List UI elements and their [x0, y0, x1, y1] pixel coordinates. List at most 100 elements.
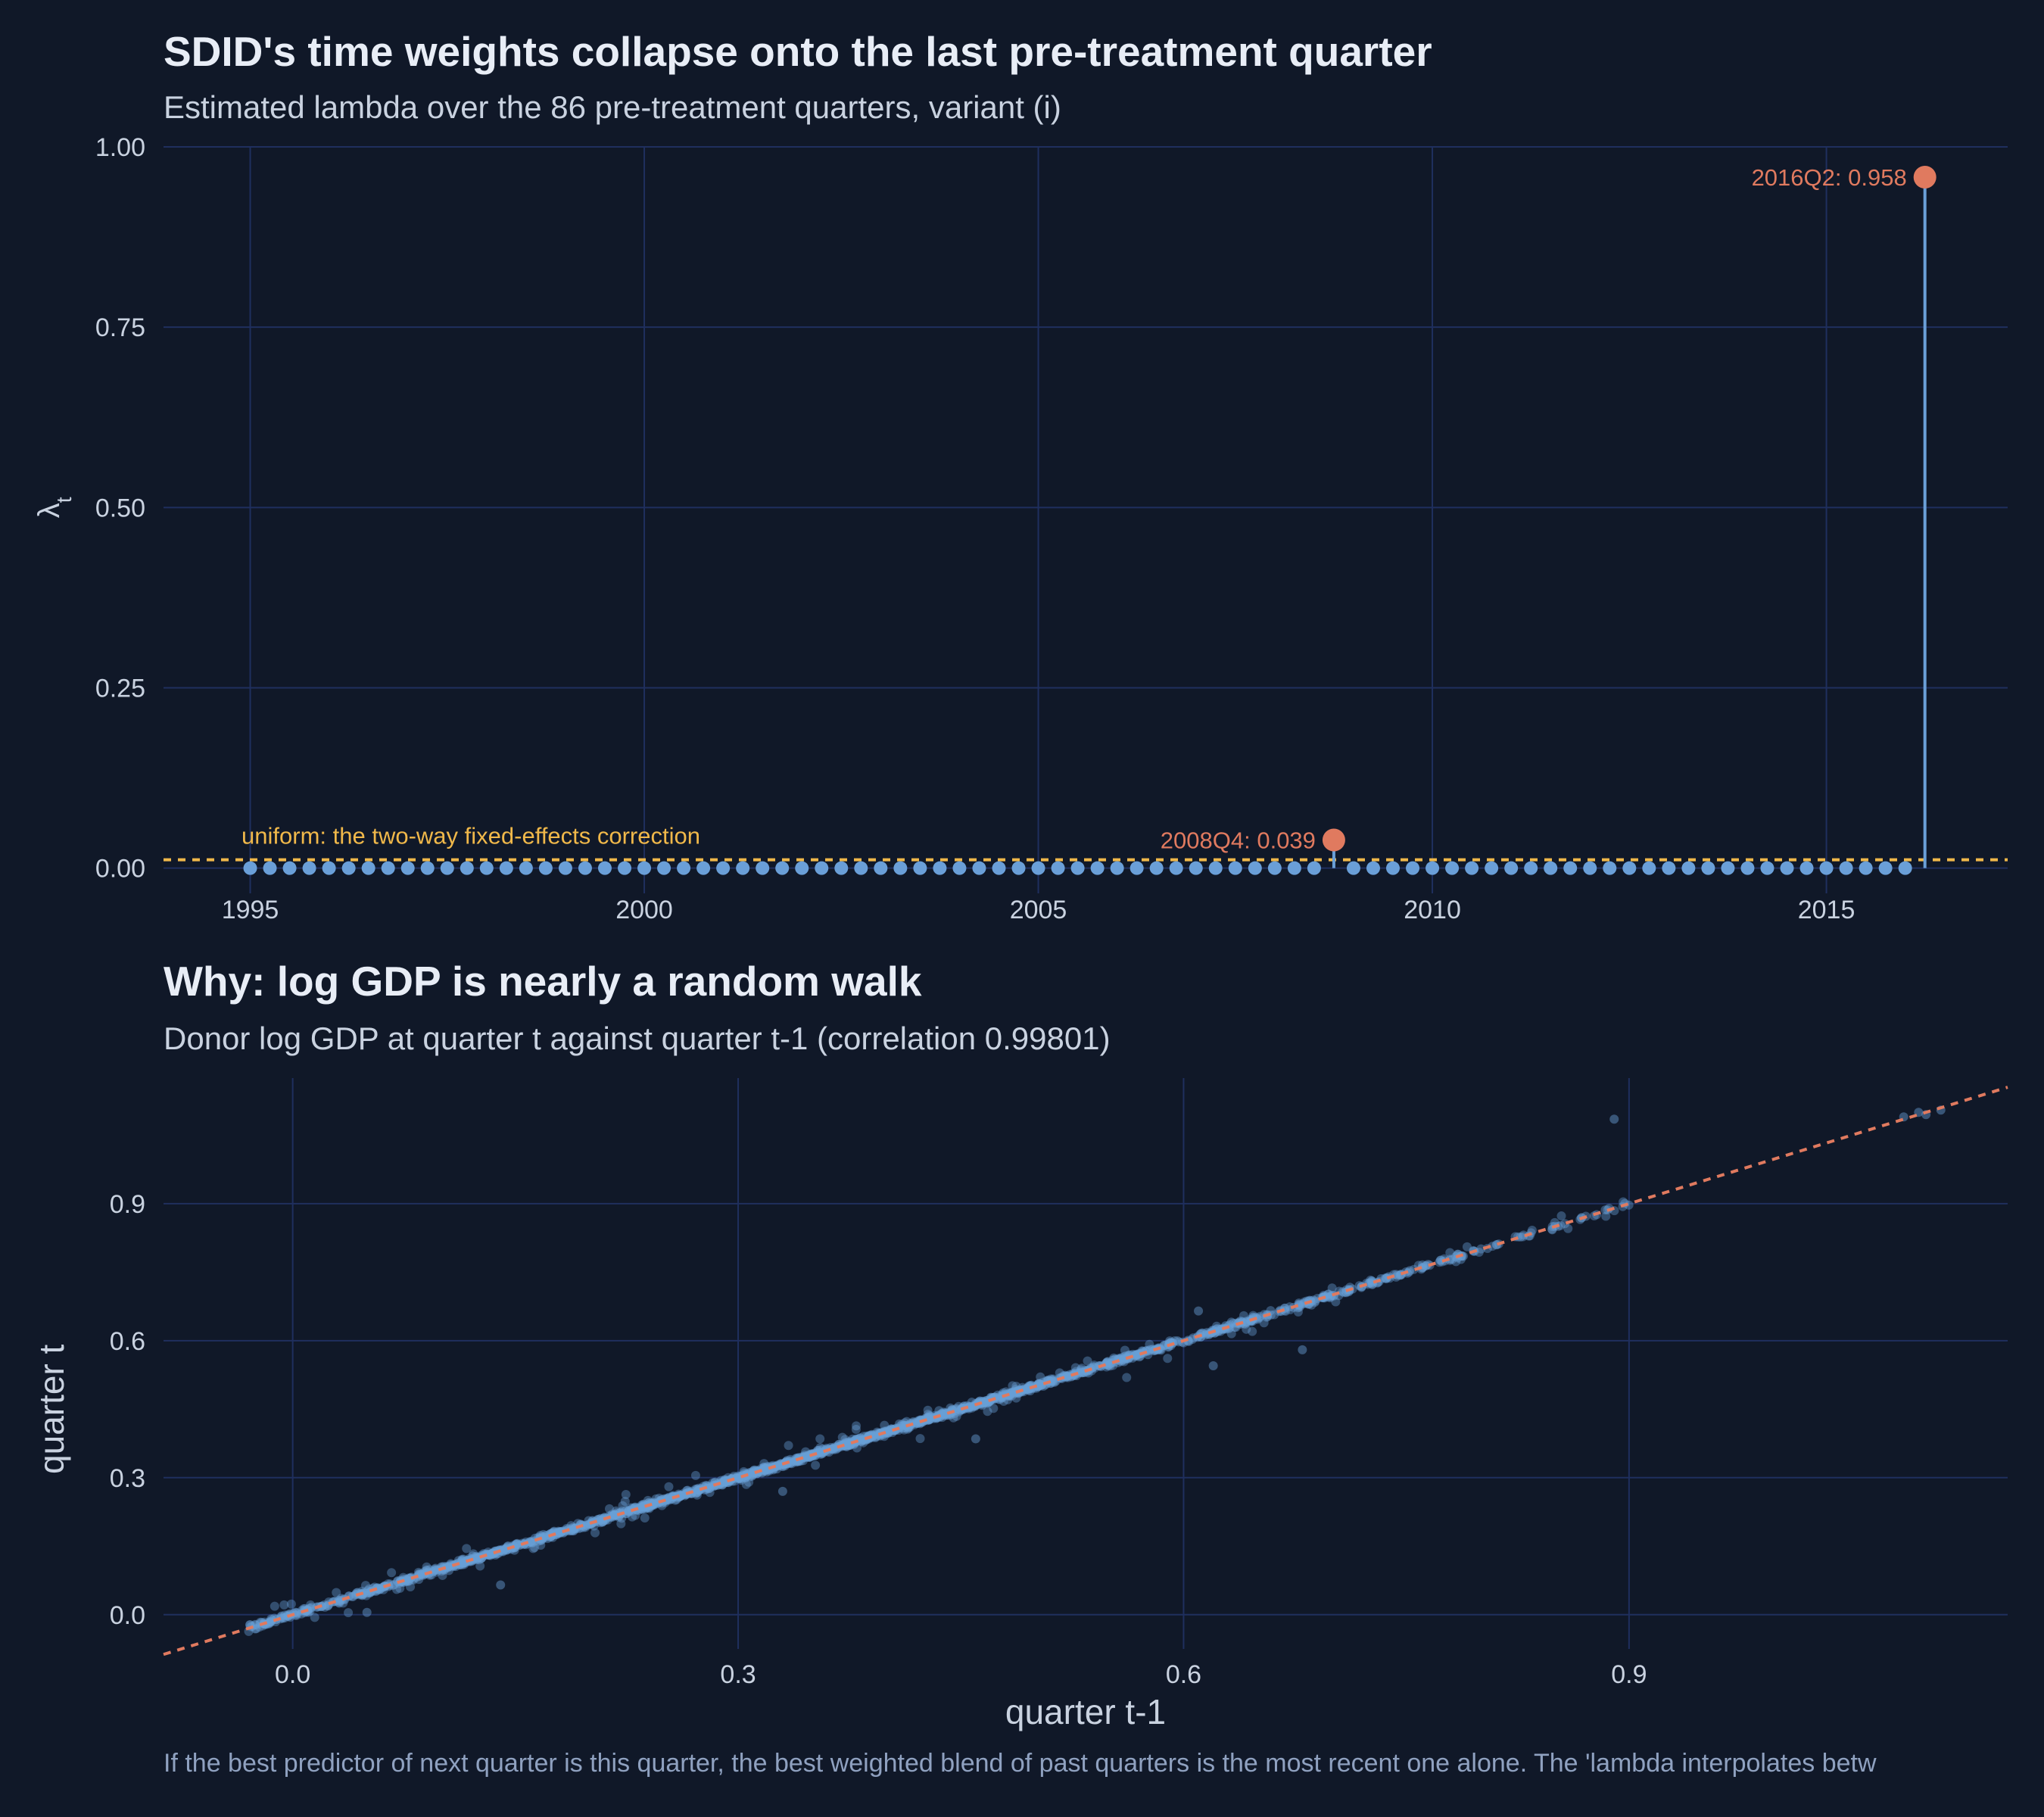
scatter-point	[1240, 1320, 1250, 1329]
scatter-point	[964, 1403, 974, 1413]
chart1-title: SDID's time weights collapse onto the la…	[164, 28, 1432, 75]
lambda-point	[1346, 861, 1360, 875]
x-tick-label: 0.9	[1611, 1660, 1647, 1689]
scatter-point	[502, 1543, 512, 1553]
scatter-point	[404, 1576, 413, 1586]
scatter-point	[733, 1471, 743, 1481]
scatter-point	[1366, 1275, 1376, 1285]
scatter-point	[610, 1510, 620, 1519]
scatter-point	[541, 1532, 550, 1542]
scatter-point	[704, 1483, 714, 1493]
scatter-point	[787, 1459, 796, 1469]
scatter-point	[1011, 1393, 1021, 1403]
scatter-point	[1404, 1267, 1414, 1277]
scatter-point	[829, 1444, 839, 1454]
scatter-point	[1103, 1360, 1113, 1370]
scatter-point	[472, 1553, 482, 1563]
scatter-point	[628, 1512, 637, 1522]
scatter-point	[1254, 1313, 1264, 1323]
lambda-point	[736, 861, 750, 875]
scatter-point	[458, 1557, 468, 1566]
scatter-point	[422, 1562, 432, 1572]
scatter-point	[455, 1560, 465, 1569]
scatter-point	[1065, 1370, 1075, 1379]
scatter-point	[1145, 1345, 1155, 1354]
scatter-point	[1212, 1321, 1222, 1331]
scatter-point	[609, 1510, 618, 1520]
scatter-point	[664, 1492, 674, 1502]
scatter-point	[915, 1417, 924, 1426]
scatter-point	[417, 1569, 427, 1579]
lambda-point	[1287, 861, 1301, 875]
scatter-point	[704, 1484, 714, 1494]
scatter-point	[1365, 1278, 1375, 1288]
scatter-point	[568, 1523, 578, 1533]
scatter-point	[840, 1441, 849, 1451]
scatter-point	[542, 1530, 552, 1540]
scatter-point	[942, 1409, 952, 1419]
scatter-point	[310, 1613, 319, 1622]
scatter-point	[639, 1501, 649, 1510]
scatter-point	[852, 1443, 862, 1453]
scatter-point	[759, 1462, 769, 1472]
scatter-point	[488, 1548, 497, 1558]
scatter-point	[719, 1477, 729, 1487]
scatter-point	[941, 1408, 951, 1418]
scatter-point	[799, 1453, 809, 1463]
scatter-point	[1173, 1335, 1182, 1345]
scatter-point	[444, 1566, 454, 1575]
uniform-reference-label: uniform: the two-way fixed-effects corre…	[241, 823, 700, 849]
scatter-point	[692, 1490, 702, 1500]
scatter-point	[640, 1501, 650, 1511]
scatter-point	[1117, 1355, 1127, 1365]
scatter-point	[843, 1439, 852, 1449]
lambda-point	[1642, 861, 1656, 875]
scatter-point	[1310, 1298, 1320, 1307]
lambda-point	[361, 861, 375, 875]
scatter-point	[1061, 1373, 1070, 1382]
y-tick-label: 1.00	[95, 136, 145, 162]
scatter-point	[759, 1466, 769, 1476]
scatter-point	[1076, 1367, 1086, 1376]
scatter-point	[579, 1521, 589, 1531]
lambda-point	[1070, 861, 1085, 875]
scatter-point	[923, 1410, 933, 1420]
scatter-point	[705, 1488, 715, 1498]
scatter-point	[665, 1495, 675, 1505]
scatter-point	[762, 1467, 771, 1477]
scatter-point	[569, 1526, 578, 1536]
scatter-point	[1063, 1372, 1073, 1382]
scatter-point	[391, 1585, 401, 1594]
lambda-point	[479, 861, 494, 875]
lambda-point	[795, 861, 809, 875]
scatter-point	[617, 1513, 627, 1523]
lambda-point	[1544, 861, 1558, 875]
scatter-point	[387, 1568, 397, 1578]
scatter-point	[980, 1398, 989, 1407]
scatter-point	[636, 1504, 646, 1514]
scatter-point	[1450, 1251, 1460, 1261]
lambda-point	[1819, 861, 1834, 875]
scatter-point	[941, 1407, 951, 1417]
scatter-point	[556, 1527, 566, 1537]
scatter-point	[759, 1459, 769, 1469]
scatter-point	[1363, 1279, 1373, 1289]
scatter-point	[1409, 1264, 1419, 1274]
scatter-point	[596, 1513, 606, 1523]
scatter-point	[1600, 1205, 1610, 1215]
scatter-point	[1083, 1356, 1092, 1366]
scatter-point	[995, 1393, 1005, 1403]
scatter-point	[1102, 1360, 1112, 1370]
scatter-point	[447, 1560, 456, 1570]
scatter-point	[1077, 1368, 1087, 1378]
scatter-point	[485, 1551, 495, 1560]
scatter-point	[416, 1569, 425, 1579]
scatter-point	[803, 1451, 813, 1460]
scatter-point	[1462, 1242, 1472, 1251]
scatter-point	[709, 1480, 718, 1490]
lambda-point	[420, 861, 435, 875]
scatter-point	[484, 1551, 494, 1560]
scatter-point	[992, 1390, 1002, 1400]
scatter-point	[499, 1546, 509, 1556]
scatter-point	[827, 1444, 837, 1454]
